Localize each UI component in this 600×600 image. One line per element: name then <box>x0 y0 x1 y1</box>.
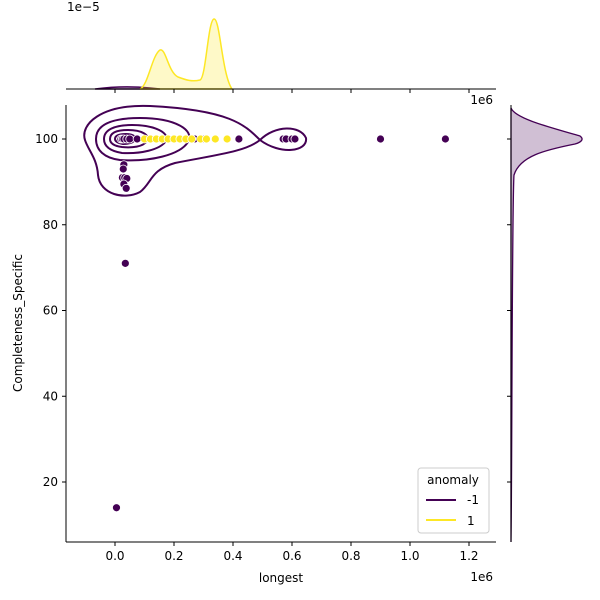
point-anomaly-neg1-17 <box>234 134 244 144</box>
right-marginal <box>507 105 583 543</box>
main-axes: 0.0 0.2 0.4 0.6 0.8 1.0 1.2 20 40 60 80 100 1e6 1e… <box>11 93 496 585</box>
contour-outer <box>83 104 308 197</box>
point-anomaly-neg1-1 <box>120 258 130 268</box>
x-offset-label-top: 1e6 <box>470 93 493 107</box>
point-anomaly-neg1-3 <box>118 164 128 174</box>
legend: anomaly -1 1 <box>417 467 490 534</box>
point-anomaly-neg1-21 <box>290 134 300 144</box>
y-axis-label: Completeness_Specific <box>11 254 25 392</box>
y-tick-label: 100 <box>35 132 58 146</box>
legend-title: anomaly <box>427 473 479 487</box>
x-tick-label: 0.6 <box>282 549 301 563</box>
x-tick-label: 0.4 <box>223 549 242 563</box>
x-tick-label: 0.2 <box>164 549 183 563</box>
x-axis-label: longest <box>259 571 304 585</box>
legend-label-anomaly-pos1: 1 <box>467 514 475 528</box>
x-tick-label: 1.0 <box>400 549 419 563</box>
point-anomaly-pos1-11 <box>210 134 220 144</box>
point-anomaly-pos1-10 <box>202 134 211 144</box>
y-tick-label: 40 <box>43 389 58 403</box>
right-kde-anomaly-1 <box>510 107 583 543</box>
legend-label-anomaly-1: -1 <box>467 493 479 507</box>
point-anomaly-neg1-22 <box>376 134 385 144</box>
point-anomaly-neg1-14 <box>132 134 142 144</box>
point-anomaly-neg1-0 <box>112 503 121 513</box>
point-anomaly-neg1-8 <box>121 183 131 193</box>
point-anomaly-pos1-8 <box>187 134 197 144</box>
point-anomaly-pos1-12 <box>222 134 232 144</box>
x-tick-label: 0.0 <box>105 549 124 563</box>
x-tick-label: 0.8 <box>341 549 360 563</box>
y-tick-label: 20 <box>43 475 58 489</box>
kde-contours <box>83 104 308 197</box>
y-tick-label: 80 <box>43 218 58 232</box>
point-anomaly-neg1-13 <box>125 134 135 144</box>
top-marginal: 1e−5 <box>66 0 496 93</box>
y-tick-label: 60 <box>43 304 58 318</box>
top-marginal-offset-label: 1e−5 <box>67 0 100 14</box>
point-anomaly-neg1-23 <box>440 134 450 144</box>
top-kde-anomaly-pos1 <box>139 18 234 90</box>
x-tick-label: 1.2 <box>459 549 478 563</box>
x-offset-label: 1e6 <box>470 570 493 584</box>
